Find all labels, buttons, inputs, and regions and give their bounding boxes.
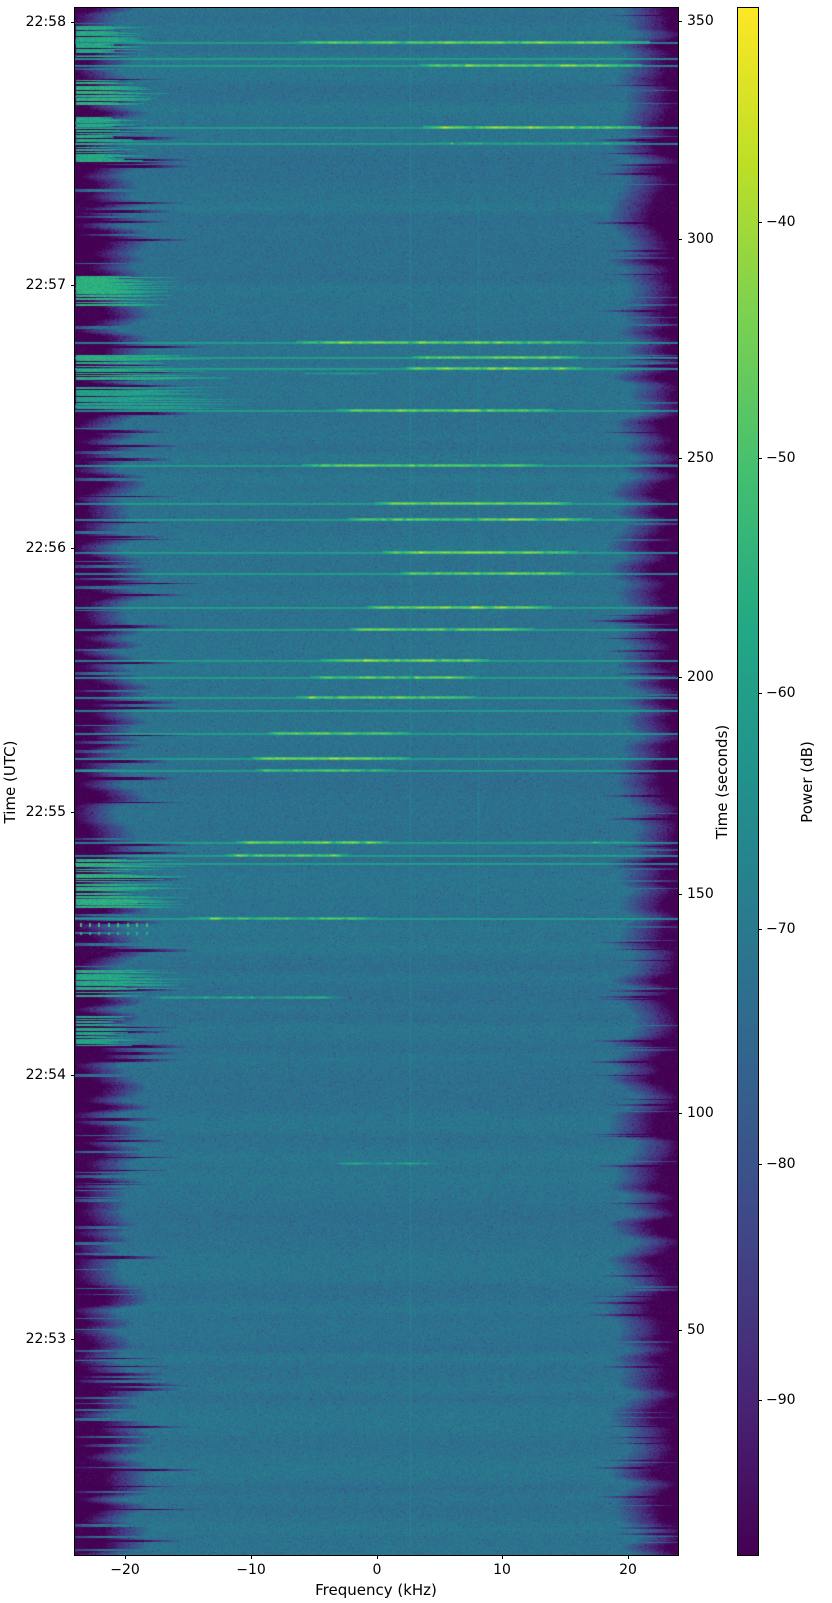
y-right-tick-mark xyxy=(678,1330,682,1331)
y-left-tick-label: 22:53 xyxy=(25,1331,66,1347)
y-left-tick-label: 22:55 xyxy=(25,804,66,820)
x-tick-mark xyxy=(377,1555,378,1559)
x-axis-label: Frequency (kHz) xyxy=(315,1581,437,1599)
colorbar-gradient xyxy=(738,8,758,1555)
x-tick-label: −10 xyxy=(236,1562,266,1578)
y-right-tick-label: 150 xyxy=(687,886,714,902)
y-left-tick-label: 22:58 xyxy=(25,14,66,30)
colorbar-tick-mark xyxy=(758,1164,762,1165)
y-right-tick-label: 50 xyxy=(687,1322,705,1338)
y-left-tick-label: 22:54 xyxy=(25,1067,66,1083)
colorbar-tick-label: −80 xyxy=(766,1156,796,1172)
colorbar-tick-label: −40 xyxy=(766,214,796,230)
y-right-tick-mark xyxy=(678,1113,682,1114)
y-right-tick-label: 300 xyxy=(687,231,714,247)
x-tick-mark xyxy=(251,1555,252,1559)
x-tick-label: 10 xyxy=(493,1562,511,1578)
y-right-tick-mark xyxy=(678,239,682,240)
colorbar-tick-mark xyxy=(758,222,762,223)
x-tick-label: 20 xyxy=(619,1562,637,1578)
colorbar-tick-label: −90 xyxy=(766,1392,796,1408)
y-right-tick-label: 100 xyxy=(687,1105,714,1121)
colorbar-tick-label: −50 xyxy=(766,450,796,466)
x-tick-label: −20 xyxy=(110,1562,140,1578)
colorbar xyxy=(737,7,759,1556)
y-right-tick-label: 200 xyxy=(687,669,714,685)
y-left-tick-mark xyxy=(71,22,75,23)
y-right-tick-mark xyxy=(678,677,682,678)
y-left-tick-mark xyxy=(71,812,75,813)
x-tick-mark xyxy=(502,1555,503,1559)
y-left-tick-label: 22:57 xyxy=(25,277,66,293)
y-left-tick-label: 22:56 xyxy=(25,540,66,556)
y-right-tick-mark xyxy=(678,458,682,459)
y-left-tick-mark xyxy=(71,1075,75,1076)
y-right-tick-mark xyxy=(678,21,682,22)
colorbar-tick-mark xyxy=(758,458,762,459)
y-left-tick-mark xyxy=(71,548,75,549)
y-right-tick-label: 350 xyxy=(687,13,714,29)
x-tick-mark xyxy=(125,1555,126,1559)
y-left-tick-mark xyxy=(71,285,75,286)
x-tick-mark xyxy=(628,1555,629,1559)
right-axis-label: Time (seconds) xyxy=(713,724,731,840)
x-tick-label: 0 xyxy=(372,1562,382,1578)
spectrogram-heatmap xyxy=(75,8,678,1555)
colorbar-tick-label: −60 xyxy=(766,685,796,701)
colorbar-tick-mark xyxy=(758,1400,762,1401)
y-right-tick-mark xyxy=(678,894,682,895)
colorbar-tick-label: −70 xyxy=(766,921,796,937)
colorbar-tick-mark xyxy=(758,929,762,930)
colorbar-tick-mark xyxy=(758,693,762,694)
colorbar-label: Power (dB) xyxy=(798,741,816,823)
y-left-tick-mark xyxy=(71,1339,75,1340)
y-right-tick-label: 250 xyxy=(687,450,714,466)
